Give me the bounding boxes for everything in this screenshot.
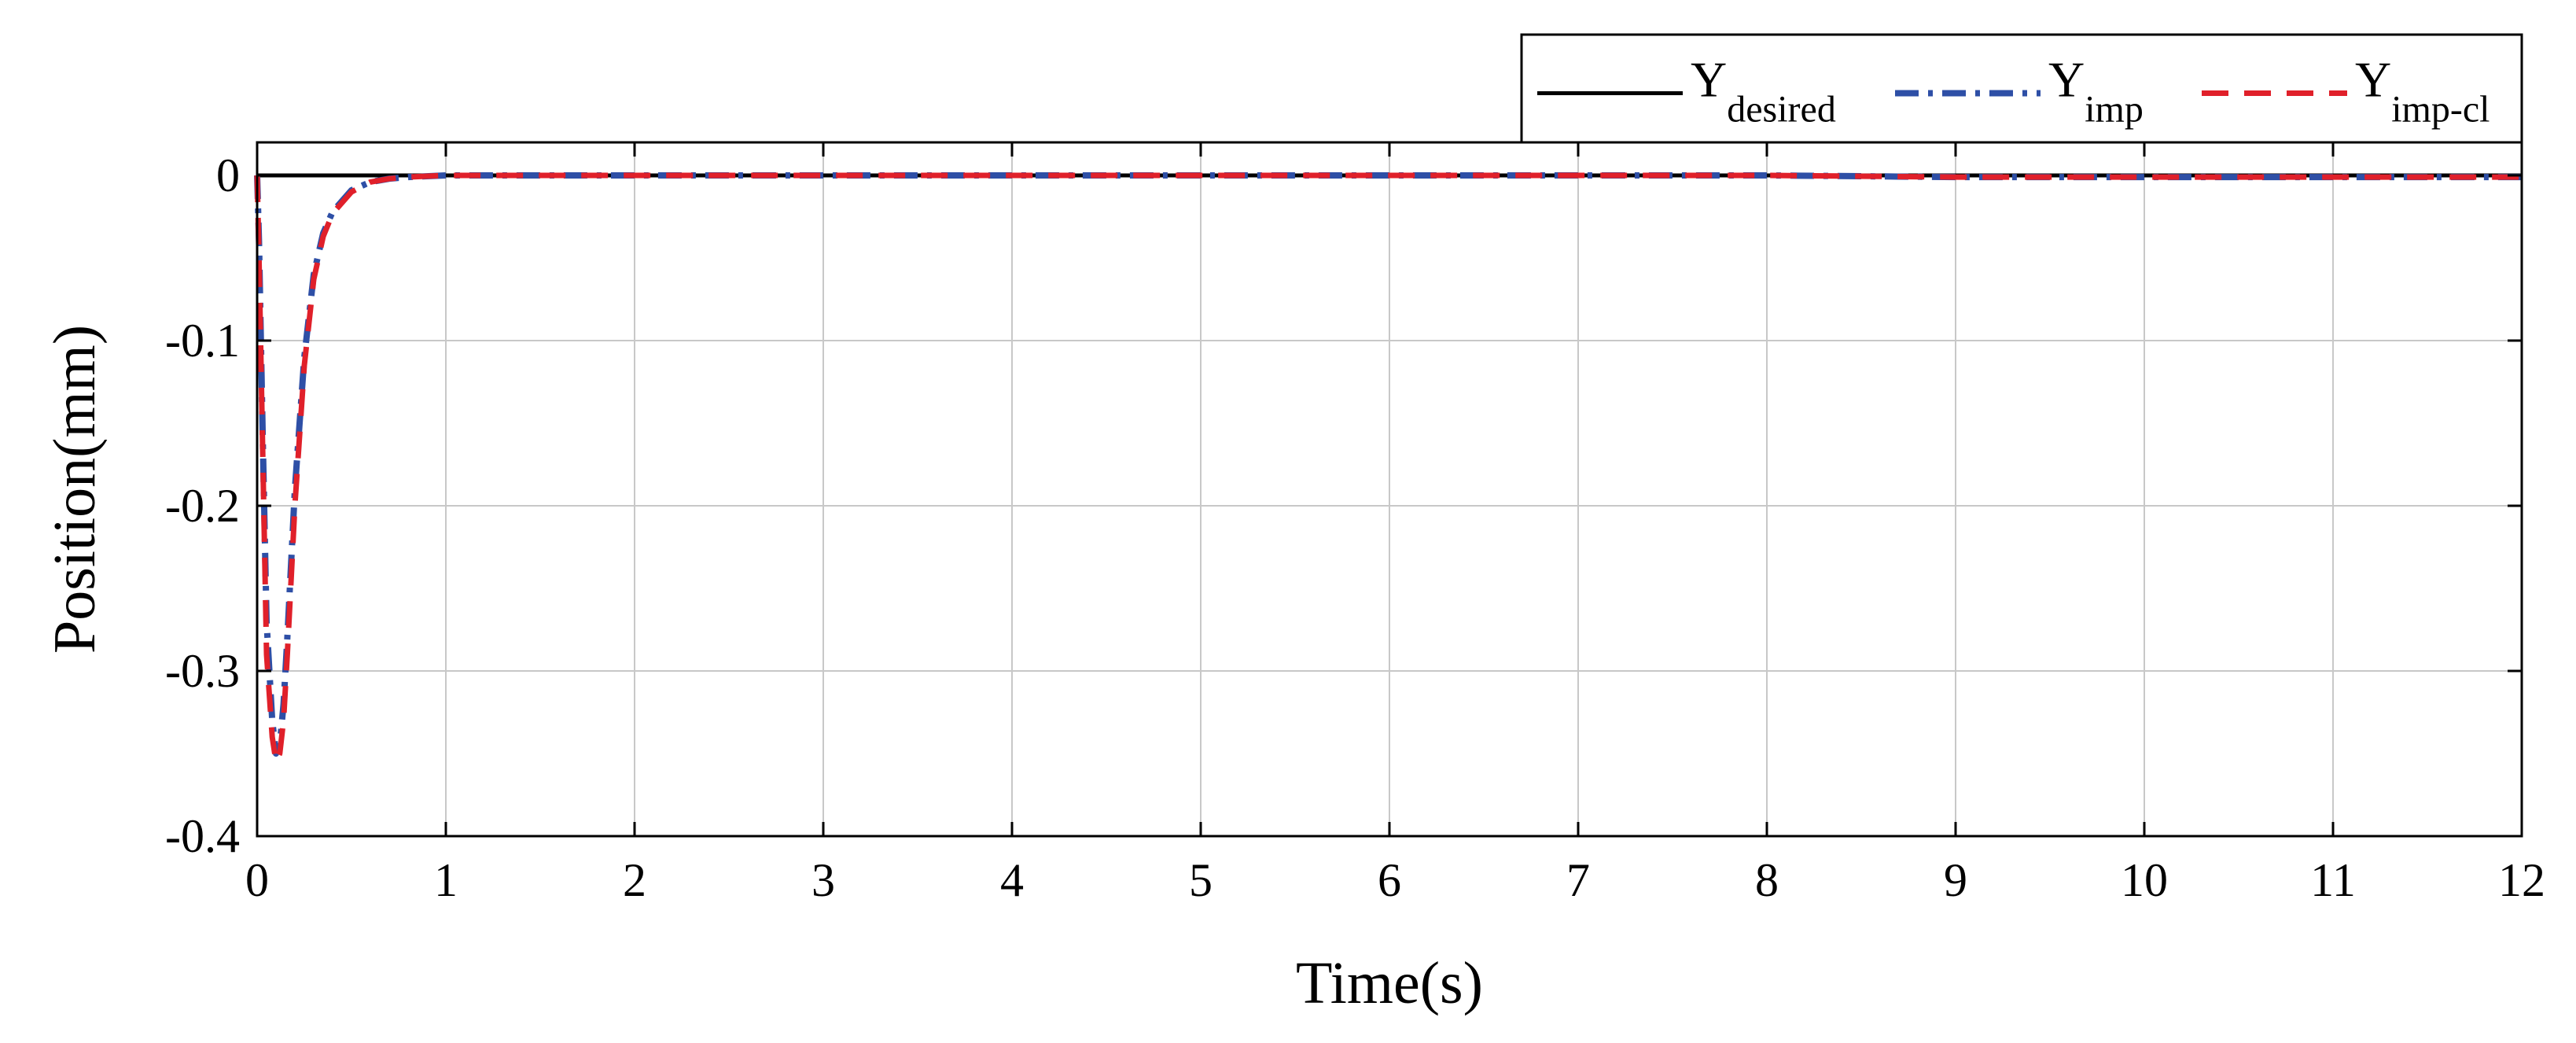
x-tick-label: 4 bbox=[1000, 854, 1024, 906]
y-tick-label: 0 bbox=[216, 149, 240, 201]
tick-label-layer: 0 1 2 3 4 5 6 7 8 9 10 11 120-0.1-0.2-0.3-0.4 bbox=[165, 149, 2545, 906]
legend-label-subscript: imp bbox=[2085, 89, 2144, 131]
series-layer bbox=[254, 172, 2522, 765]
y-axis-label: Position(mm) bbox=[42, 325, 108, 654]
x-tick-label: 9 bbox=[1944, 854, 1967, 906]
legend-label-subscript: imp-cl bbox=[2391, 89, 2490, 131]
x-tick-label: 5 bbox=[1189, 854, 1213, 906]
x-tick-label: 1 bbox=[434, 854, 458, 906]
x-tick-label: 7 bbox=[1566, 854, 1590, 906]
x-tick-label: 2 bbox=[623, 854, 646, 906]
x-tick-label: 0 bbox=[245, 854, 269, 906]
x-tick-label: 8 bbox=[1755, 854, 1779, 906]
y-tick-label: -0.4 bbox=[165, 810, 240, 862]
y-tick-label: -0.1 bbox=[165, 315, 240, 367]
tick-layer bbox=[256, 142, 2523, 838]
grid-layer bbox=[257, 142, 2522, 836]
x-tick-label: 11 bbox=[2310, 854, 2356, 906]
series-line-imp-cl bbox=[254, 172, 2522, 765]
legend-label-subscript: desired bbox=[1727, 89, 1836, 131]
y-tick-label: -0.2 bbox=[165, 480, 240, 532]
x-tick-label: 12 bbox=[2498, 854, 2545, 906]
x-tick-label: 3 bbox=[811, 854, 835, 906]
x-tick-label: 6 bbox=[1378, 854, 1401, 906]
x-tick-label: 10 bbox=[2121, 854, 2168, 906]
x-axis-label: Time(s) bbox=[1296, 950, 1483, 1016]
y-tick-label: -0.3 bbox=[165, 645, 240, 697]
legend-box bbox=[1520, 33, 2523, 144]
